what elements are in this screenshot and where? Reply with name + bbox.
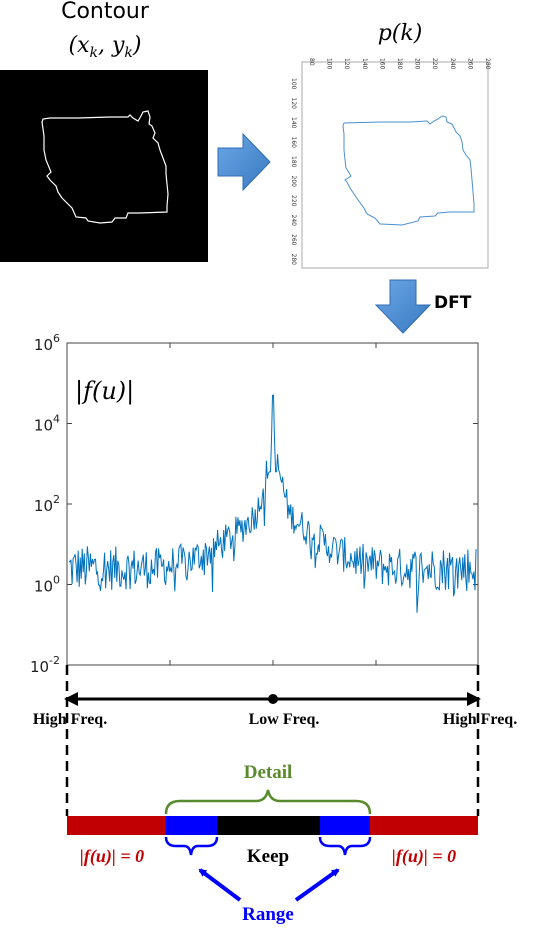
keep-label: Keep (247, 846, 289, 867)
zero-label-left: |f(u)| = 0 (80, 846, 144, 867)
pk-top-tick-label: 120 (343, 58, 350, 70)
pk-left-tick-label: 180 (290, 156, 297, 168)
pk-left-tick-label: 220 (290, 195, 297, 207)
zero-band-left (67, 816, 166, 835)
y-tick-label: 106 (34, 332, 60, 354)
pk-top-tick-label: 80 (308, 58, 315, 66)
pk-left-tick-label: 240 (290, 215, 297, 227)
dft-label: DFT (434, 293, 472, 313)
pk-left-tick-label: 200 (290, 176, 297, 188)
freq-arrow-right-icon (467, 692, 481, 706)
contour-image (0, 70, 208, 262)
pk-top-tick-label: 220 (431, 58, 438, 70)
range-arrow-right (294, 868, 340, 902)
range-arrow-left (198, 868, 242, 902)
pk-left-tick-label: 260 (290, 234, 297, 246)
y-tick-label: 10-2 (30, 654, 60, 676)
pk-top-tick-label: 100 (326, 58, 333, 70)
spectrum-y-labels: 106 104 102 100 10-2 (30, 332, 60, 676)
pk-left-tick-label: 280 (290, 254, 297, 266)
detail-label: Detail (244, 762, 293, 783)
pk-top-tick-label: 140 (361, 58, 368, 70)
range-band-left (166, 816, 217, 835)
range-band-right (320, 816, 370, 835)
pk-contour (342, 115, 475, 226)
pk-top-tick-label: 280 (484, 58, 491, 70)
right-arrow-icon (217, 132, 271, 192)
pk-axes (301, 61, 489, 269)
freq-label-left: High Freq. (33, 711, 107, 728)
freq-label-right: High Freq. (443, 711, 517, 728)
pk-left-tick-label: 140 (290, 117, 297, 129)
center-dot (268, 694, 278, 704)
pk-top-tick-label: 180 (396, 58, 403, 70)
pk-top-tick-label: 240 (449, 58, 456, 70)
range-brace-left (164, 836, 219, 856)
keep-band (217, 816, 320, 835)
range-brace-right (318, 836, 372, 856)
pk-top-tick-label: 200 (414, 58, 421, 70)
pk-top-ticks: 80 100 120 140 160 180 200 220 240 260 280 (308, 58, 491, 70)
zero-band-right (370, 816, 478, 835)
y-tick-label: 104 (34, 413, 60, 435)
contour-title: Contour (61, 0, 150, 24)
y-tick-label: 100 (34, 574, 60, 596)
pk-left-tick-label: 100 (290, 78, 297, 90)
pk-left-ticks: 100 120 140 160 180 200 220 240 260 280 (290, 78, 297, 265)
pk-left-tick-label: 160 (290, 137, 297, 149)
pk-top-tick-label: 160 (378, 58, 385, 70)
range-label: Range (242, 904, 294, 925)
spectrum-line (68, 394, 477, 613)
pk-top-tick-label: 260 (466, 58, 473, 70)
zero-label-right: |f(u)| = 0 (392, 846, 456, 867)
down-arrow-icon (374, 279, 432, 334)
pk-left-tick-label: 120 (290, 98, 297, 110)
pk-title: p(k) (378, 21, 423, 46)
spectrum-label: |f(u)| (75, 377, 134, 406)
freq-arrow-left-icon (64, 692, 78, 706)
contour-outline (41, 110, 169, 224)
detail-brace (164, 789, 372, 815)
contour-subtitle: (xk, yk) (69, 33, 142, 61)
y-tick-label: 102 (34, 493, 60, 515)
freq-label-center: Low Freq. (249, 711, 320, 728)
